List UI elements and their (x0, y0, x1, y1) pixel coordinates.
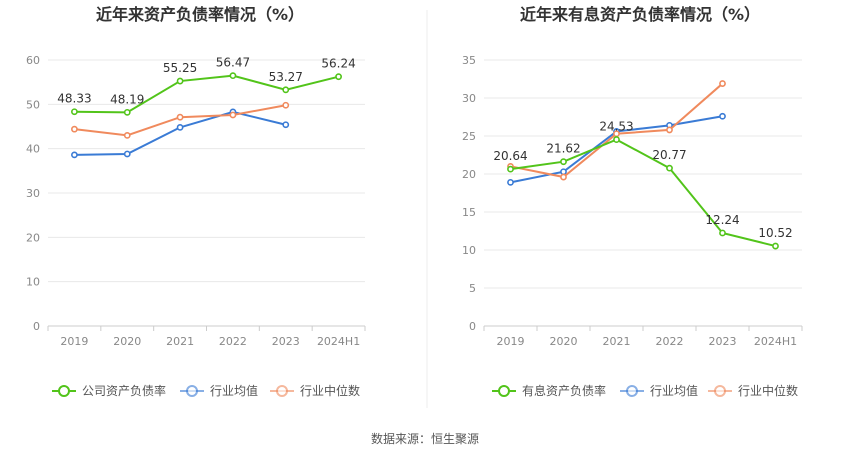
legend-label: 行业中位数 (300, 383, 360, 398)
legend-label: 公司资产负债率 (82, 383, 166, 398)
data-point[interactable] (507, 178, 514, 186)
data-label: 56.47 (216, 56, 250, 70)
legend-label: 行业均值 (650, 383, 698, 398)
data-point[interactable] (560, 168, 567, 176)
data-point[interactable] (719, 229, 726, 237)
x-tick-label: 2021 (603, 335, 631, 348)
legend-item[interactable]: 行业中位数 (270, 383, 360, 398)
y-tick-label: 40 (26, 143, 40, 156)
data-point[interactable] (71, 151, 78, 159)
data-point[interactable] (282, 86, 290, 94)
data-point[interactable] (123, 150, 131, 158)
chart-title: 近年来有息资产负债率情况（%） (520, 5, 760, 24)
data-label: 48.33 (57, 92, 91, 106)
series-line (510, 138, 776, 248)
y-tick-label: 20 (26, 231, 40, 244)
data-point[interactable] (772, 242, 779, 250)
data-point[interactable] (282, 121, 290, 129)
data-label: 24.53 (599, 120, 633, 134)
y-tick-label: 25 (462, 130, 476, 143)
data-label: 20.77 (652, 148, 686, 162)
data-point[interactable] (123, 108, 131, 116)
legend-item[interactable]: 行业均值 (620, 383, 698, 398)
y-tick-label: 60 (26, 54, 40, 67)
y-tick-label: 5 (469, 282, 476, 295)
data-point[interactable] (507, 165, 514, 173)
data-point[interactable] (123, 131, 131, 139)
data-point[interactable] (176, 77, 184, 85)
x-tick-label: 2019 (497, 335, 525, 348)
legend-label: 有息资产负债率 (522, 383, 606, 398)
chart-panel-debt-ratio: 近年来资产负债率情况（%） 0 10 20 30 40 50 60 2019 2020 2021 20… (26, 5, 366, 398)
data-point[interactable] (176, 113, 184, 121)
y-tick-label: 0 (33, 320, 40, 333)
legend-item[interactable]: 行业均值 (180, 383, 258, 398)
data-point[interactable] (560, 158, 567, 166)
chart-panel-interest-debt-ratio: 近年来有息资产负债率情况（%） 0 5 10 15 20 25 30 35 2019 2020 202… (462, 5, 803, 398)
data-label: 56.24 (321, 57, 355, 71)
data-point[interactable] (613, 136, 620, 143)
data-point[interactable] (666, 126, 673, 134)
y-tick-label: 30 (26, 187, 40, 200)
data-label: 12.24 (705, 213, 739, 227)
x-tick-label: 2024H1 (754, 335, 797, 348)
data-point[interactable] (335, 73, 342, 81)
data-point[interactable] (71, 108, 78, 116)
y-tick-label: 15 (462, 206, 476, 219)
data-point[interactable] (71, 125, 78, 133)
legend-marker (498, 385, 510, 397)
legend-label: 行业中位数 (738, 383, 798, 398)
y-tick-label: 30 (462, 92, 476, 105)
data-label: 48.19 (110, 92, 144, 106)
data-label: 21.62 (546, 142, 580, 156)
x-tick-label: 2019 (60, 335, 88, 348)
x-tick-label: 2021 (166, 335, 194, 348)
data-point[interactable] (229, 72, 237, 80)
data-point[interactable] (666, 164, 673, 172)
x-tick-label: 2024H1 (317, 335, 360, 348)
x-tick-label: 2022 (656, 335, 684, 348)
legend-marker (714, 385, 726, 397)
data-label: 55.25 (163, 61, 197, 75)
legend-marker (276, 385, 288, 397)
legend-item[interactable]: 公司资产负债率 (52, 383, 166, 398)
data-label: 53.27 (269, 70, 303, 84)
x-tick-label: 2023 (709, 335, 737, 348)
chart-title: 近年来资产负债率情况（%） (96, 5, 304, 24)
data-source-note: 数据来源：恒生聚源 (371, 431, 479, 446)
y-tick-label: 10 (26, 276, 40, 289)
data-label: 10.52 (758, 226, 792, 240)
y-tick-label: 10 (462, 244, 476, 257)
data-label: 20.64 (493, 149, 527, 163)
y-tick-label: 0 (469, 320, 476, 333)
data-point[interactable] (560, 173, 567, 181)
legend-label: 行业均值 (210, 383, 258, 398)
legend-item[interactable]: 行业中位数 (708, 383, 798, 398)
y-tick-label: 20 (462, 168, 476, 181)
data-point[interactable] (719, 80, 726, 87)
x-tick-label: 2020 (113, 335, 141, 348)
legend-item[interactable]: 有息资产负债率 (492, 383, 606, 398)
x-tick-label: 2023 (272, 335, 300, 348)
y-tick-label: 50 (26, 98, 40, 111)
x-tick-label: 2020 (550, 335, 578, 348)
legend-marker (626, 385, 638, 397)
legend-marker (58, 385, 70, 397)
data-point[interactable] (176, 123, 184, 131)
x-tick-label: 2022 (219, 335, 247, 348)
data-point[interactable] (229, 111, 237, 119)
series-line (74, 74, 339, 114)
y-tick-label: 35 (462, 54, 476, 67)
legend-marker (186, 385, 198, 397)
data-point[interactable] (719, 112, 726, 120)
data-point[interactable] (282, 101, 290, 109)
